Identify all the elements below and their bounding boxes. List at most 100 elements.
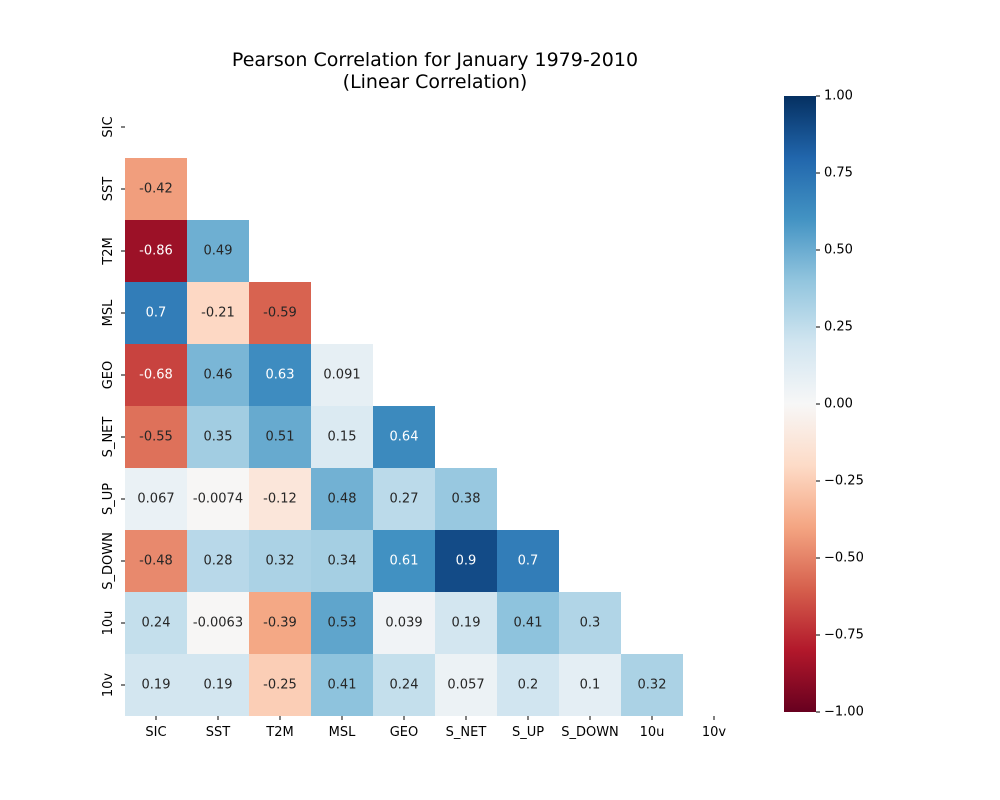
heatmap-cell — [125, 282, 187, 344]
cell-value-label: -0.59 — [263, 306, 297, 321]
heatmap-cell — [187, 406, 249, 468]
cell-value-label: 0.19 — [452, 616, 481, 631]
heatmap-cell — [125, 654, 187, 716]
cell-value-label: -0.68 — [139, 368, 173, 383]
heatmap-cell — [435, 530, 497, 592]
heatmap-cell — [187, 530, 249, 592]
heatmap-cell — [559, 592, 621, 654]
chart-title: Pearson Correlation for January 1979-201… — [232, 49, 638, 93]
heatmap-cells: -0.42 -0.86 0.49 0.7 -0.21 -0.59 -0.68 0.46 0.63… — [125, 158, 683, 716]
cell-value-label: 0.3 — [580, 616, 601, 631]
cell-value-label: 0.24 — [142, 616, 171, 631]
colorbar-gradient — [784, 96, 816, 712]
colorbar-tick-label: −0.25 — [824, 474, 864, 489]
y-tick-label: 10v — [101, 673, 116, 698]
x-tick-label: 10u — [640, 725, 665, 740]
cell-value-label: 0.53 — [328, 616, 357, 631]
cell-value-label: 0.63 — [266, 368, 295, 383]
cell-value-label: -0.86 — [139, 244, 173, 259]
heatmap-cell — [373, 592, 435, 654]
heatmap-cell — [187, 220, 249, 282]
heatmap-cell — [249, 282, 311, 344]
x-tick-label: S_UP — [512, 725, 544, 740]
heatmap-cell — [435, 468, 497, 530]
colorbar-tick-label: −0.75 — [824, 628, 864, 643]
x-tick-label: T2M — [265, 725, 293, 740]
colorbar-tick-label: 0.50 — [824, 243, 853, 258]
cell-value-label: 0.51 — [266, 430, 295, 445]
cell-value-label: -0.55 — [139, 430, 173, 445]
heatmap-cell — [187, 468, 249, 530]
x-tick-label: 10v — [702, 725, 727, 740]
colorbar-tick-label: −0.50 — [824, 551, 864, 566]
heatmap-cell — [311, 530, 373, 592]
heatmap-cell — [435, 654, 497, 716]
cell-value-label: -0.48 — [139, 554, 173, 569]
heatmap-cell — [621, 654, 683, 716]
y-tick-label: S_NET — [101, 417, 116, 458]
cell-value-label: 0.19 — [204, 678, 233, 693]
heatmap-cell — [187, 282, 249, 344]
colorbar-tick-label: 0.00 — [824, 397, 853, 412]
heatmap-cell — [125, 220, 187, 282]
colorbar-tick-label: −1.00 — [824, 705, 864, 720]
heatmap-cell — [373, 468, 435, 530]
cell-value-label: 0.28 — [204, 554, 233, 569]
cell-value-label: 0.27 — [390, 492, 419, 507]
cell-value-label: -0.0074 — [193, 492, 243, 507]
heatmap-cell — [249, 406, 311, 468]
heatmap-cell — [125, 592, 187, 654]
cell-value-label: 0.19 — [142, 678, 171, 693]
cell-value-label: 0.9 — [456, 554, 477, 569]
cell-value-label: 0.49 — [204, 244, 233, 259]
heatmap-cell — [559, 654, 621, 716]
x-tick-label: SIC — [145, 725, 166, 740]
cell-value-label: 0.7 — [518, 554, 539, 569]
x-tick-label: GEO — [390, 725, 419, 740]
heatmap-cell — [497, 592, 559, 654]
heatmap-cell — [249, 530, 311, 592]
heatmap-cell — [311, 468, 373, 530]
heatmap-cell — [373, 406, 435, 468]
cell-value-label: 0.2 — [518, 678, 539, 693]
cell-value-label: -0.21 — [201, 306, 235, 321]
cell-value-label: 0.1 — [580, 678, 601, 693]
chart-title-line-1: Pearson Correlation for January 1979-201… — [232, 49, 638, 71]
heatmap-cell — [187, 344, 249, 406]
heatmap-cell — [311, 654, 373, 716]
y-tick-label: SST — [101, 177, 116, 202]
cell-value-label: 0.35 — [204, 430, 233, 445]
cell-value-label: 0.091 — [323, 368, 360, 383]
heatmap-cell — [125, 158, 187, 220]
x-tick-label: S_NET — [446, 725, 487, 740]
heatmap-cell — [497, 654, 559, 716]
cell-value-label: -0.0063 — [193, 616, 243, 631]
heatmap-cell — [125, 468, 187, 530]
heatmap-cell — [187, 592, 249, 654]
colorbar-ticks: 1.00 0.75 0.50 0.25 0.00 −0.25 −0.50 −0.75 −1.00 — [816, 89, 864, 720]
heatmap-cell — [311, 344, 373, 406]
cell-value-label: 0.38 — [452, 492, 481, 507]
x-axis-ticks: SIC SST T2M MSL GEO S_NET S_UP S_DOWN 10u 10v — [145, 716, 726, 740]
colorbar-tick-label: 0.75 — [824, 166, 853, 181]
heatmap-cell — [125, 530, 187, 592]
cell-value-label: 0.24 — [390, 678, 419, 693]
x-tick-label: SST — [206, 725, 231, 740]
heatmap-cell — [373, 530, 435, 592]
heatmap-cell — [125, 406, 187, 468]
y-tick-label: S_DOWN — [101, 532, 116, 590]
heatmap-cell — [311, 406, 373, 468]
cell-value-label: 0.039 — [385, 616, 422, 631]
cell-value-label: 0.61 — [390, 554, 419, 569]
y-tick-label: T2M — [101, 237, 116, 265]
heatmap-cell — [249, 344, 311, 406]
colorbar: 1.00 0.75 0.50 0.25 0.00 −0.25 −0.50 −0.75 −1.00 — [784, 89, 864, 720]
cell-value-label: 0.057 — [447, 678, 484, 693]
heatmap-cell — [249, 592, 311, 654]
cell-value-label: 0.32 — [638, 678, 667, 693]
heatmap-cell — [249, 468, 311, 530]
cell-value-label: -0.39 — [263, 616, 297, 631]
y-axis-ticks: SIC SST T2M MSL GEO S_NET S_UP S_DOWN 10u 10v — [101, 116, 125, 697]
cell-value-label: 0.46 — [204, 368, 233, 383]
